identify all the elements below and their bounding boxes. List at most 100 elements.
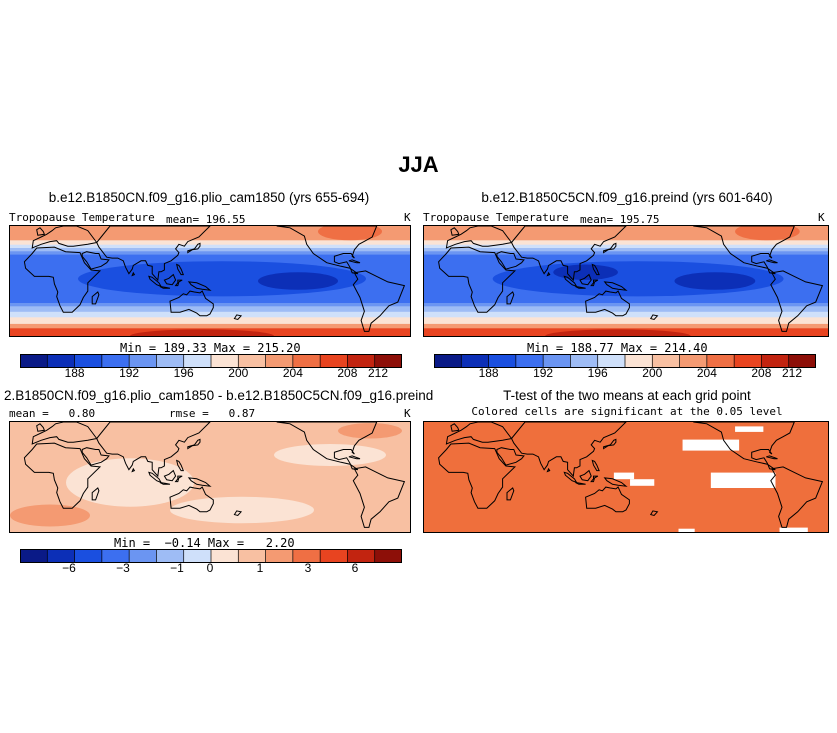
coastline-namerica xyxy=(693,422,795,471)
panel1-map xyxy=(9,225,411,337)
panel3-colorbar-ticks: −6 −3 −1 0 1 3 6 xyxy=(20,561,402,577)
coastline-asia xyxy=(510,422,627,478)
coastline-africa xyxy=(438,246,517,313)
tick-label: 200 xyxy=(228,366,249,380)
coastline-java xyxy=(575,286,586,289)
tick-label: −3 xyxy=(116,561,130,575)
coastline-australia xyxy=(169,486,214,513)
coastline-japan xyxy=(187,242,201,254)
panel2-variable: Tropopause Temperature xyxy=(423,211,569,224)
colorbar-box xyxy=(543,354,571,368)
colorbar-box xyxy=(347,549,376,563)
coastline-europe xyxy=(445,422,513,445)
coastline-australia xyxy=(585,290,630,317)
tick-label: 188 xyxy=(478,366,499,380)
tick-label: 196 xyxy=(173,366,194,380)
coastline-borneo xyxy=(579,273,592,286)
coastline-namerica xyxy=(276,226,378,275)
colorbar-box xyxy=(129,354,157,368)
colorbar-box xyxy=(515,354,544,368)
field-core-min xyxy=(674,272,756,290)
tick-label: 192 xyxy=(119,366,140,380)
coastline-srilanka xyxy=(546,467,551,473)
colorbar-box xyxy=(679,354,708,368)
panel4-title: T-test of the two means at each grid poi… xyxy=(503,388,751,403)
colorbar-box xyxy=(347,354,376,368)
coastline-namerica xyxy=(693,226,795,275)
colorbar-box xyxy=(47,549,76,563)
insignificant-cell xyxy=(735,426,764,432)
colorbar-box xyxy=(101,354,130,368)
coastline-borneo xyxy=(579,469,592,482)
diff-patch xyxy=(274,444,386,466)
coastline-europe xyxy=(31,422,98,445)
tick-label: 196 xyxy=(587,366,608,380)
colorbar-box xyxy=(788,354,817,368)
colorbar-box xyxy=(101,549,130,563)
colorbar-box xyxy=(320,354,348,368)
coastline-samerica xyxy=(352,270,406,332)
tick-label: 212 xyxy=(367,366,389,380)
tick-label: 200 xyxy=(642,366,663,380)
coastline-java xyxy=(159,482,171,485)
colorbar-box xyxy=(20,549,48,563)
coastline-europe xyxy=(445,226,513,249)
panel3-title: 2.B1850CN.f09_g16.plio_cam1850 - b.e12.B… xyxy=(4,388,434,403)
coastline-borneo xyxy=(163,273,177,286)
colorbar-box xyxy=(625,354,653,368)
panel1-colorbar-ticks: 188 192 196 200 204 208 212 xyxy=(20,366,402,382)
diff-patch-warm xyxy=(338,423,402,439)
panel4-subtitle: Colored cells are significant at the 0.0… xyxy=(471,405,783,418)
coastline-africa xyxy=(23,246,102,313)
panel2-colorbar-ticks: 188 192 196 200 204 208 212 xyxy=(434,366,816,382)
panel2-mean: mean= 195.75 xyxy=(580,213,660,226)
coastline-arabia xyxy=(81,447,110,466)
tick-label: 0 xyxy=(206,561,214,575)
panel3-rmse: rmse = 0.87 xyxy=(169,407,256,420)
coastline-newzealand xyxy=(649,314,659,321)
coastline-samerica xyxy=(352,466,406,528)
coastline-sulawesi xyxy=(174,279,183,287)
tick-label: 208 xyxy=(751,366,772,380)
insignificant-cell xyxy=(630,479,655,486)
coastline-madagascar xyxy=(506,291,515,305)
panel3-map xyxy=(9,421,411,533)
tick-label: 212 xyxy=(781,366,803,380)
tick-label: 208 xyxy=(337,366,358,380)
tick-label: −1 xyxy=(170,561,184,575)
coastline-uk xyxy=(36,227,46,236)
colorbar-box xyxy=(265,549,294,563)
coastline-europe xyxy=(31,226,98,249)
colorbar-box xyxy=(238,354,267,368)
coastline-uk xyxy=(450,423,460,432)
coastline-arabia xyxy=(496,447,525,466)
field-warm-nh xyxy=(735,226,800,241)
insignificant-cell xyxy=(710,472,776,488)
colorbar-box xyxy=(320,549,348,563)
coastline-cuba xyxy=(348,259,361,264)
coastline-srilanka xyxy=(131,467,136,473)
coastline-madagascar xyxy=(91,291,100,305)
tick-label: 192 xyxy=(533,366,554,380)
coastline-asia xyxy=(510,226,627,282)
colorbar-box xyxy=(47,354,76,368)
colorbar-frame xyxy=(20,549,402,563)
colorbar-box xyxy=(761,354,790,368)
panel3-mean: mean = 0.80 xyxy=(9,407,96,420)
panel4-map xyxy=(423,421,829,533)
coastline-newzealand xyxy=(649,510,659,517)
colorbar-frame xyxy=(20,354,402,368)
tick-label: 3 xyxy=(304,561,312,575)
panel2-units: K xyxy=(818,211,825,224)
field-core-min xyxy=(258,272,338,290)
colorbar-box xyxy=(292,354,321,368)
coastline-cuba xyxy=(766,455,778,460)
colorbar-box xyxy=(265,354,294,368)
coastline-uk xyxy=(450,227,460,236)
tick-label: 204 xyxy=(282,366,303,380)
coastline-japan xyxy=(603,242,617,254)
panel3-minmax: Min = −0.14 Max = 2.20 xyxy=(114,536,295,550)
figure-title: JJA xyxy=(398,152,439,177)
tick-label: 204 xyxy=(696,366,717,380)
panel2-colorbar xyxy=(433,354,817,373)
